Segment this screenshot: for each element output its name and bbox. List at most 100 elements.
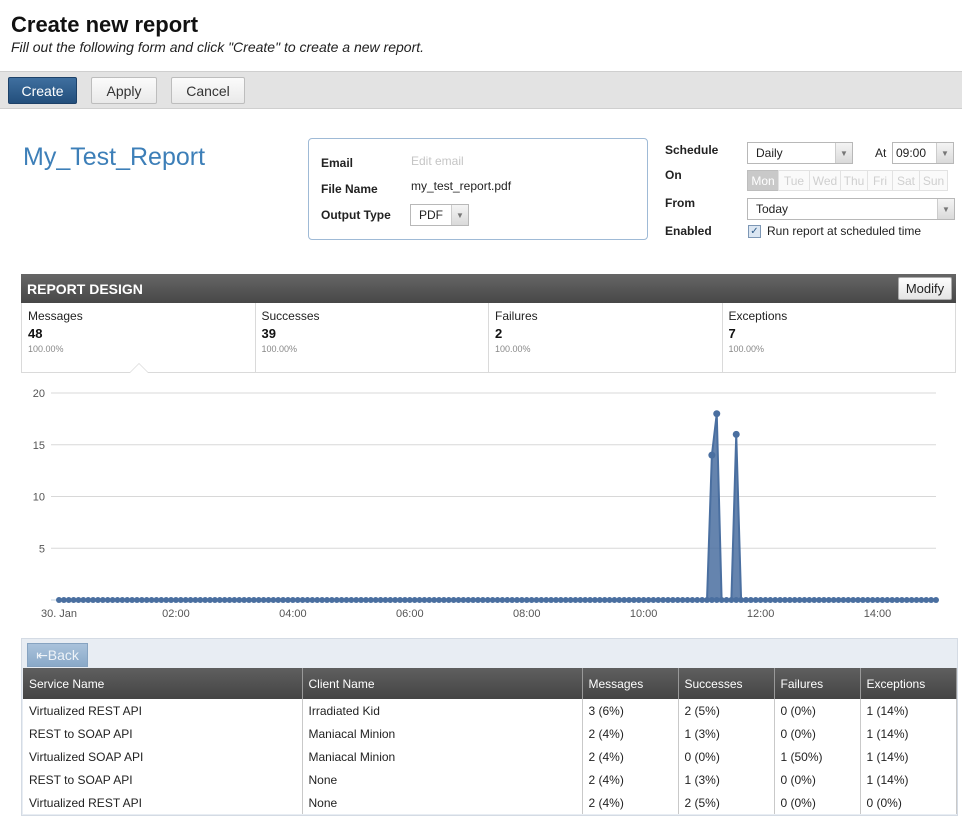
- data-point: [718, 597, 725, 603]
- column-header[interactable]: Client Name: [302, 668, 583, 699]
- data-point: [704, 597, 711, 603]
- data-point: [323, 597, 330, 603]
- series-line: [59, 413, 936, 601]
- column-header[interactable]: Messages: [582, 668, 679, 699]
- data-point: [94, 597, 101, 603]
- apply-button[interactable]: Apply: [91, 77, 157, 104]
- cancel-button[interactable]: Cancel: [171, 77, 245, 104]
- stat-messages[interactable]: Messages 48 100.00%: [22, 303, 256, 373]
- back-button[interactable]: ⇤ Back: [27, 643, 88, 667]
- data-point: [85, 597, 92, 603]
- data-point: [304, 597, 311, 603]
- schedule-frequency-select[interactable]: Daily ▼: [747, 142, 853, 164]
- data-point: [353, 597, 360, 603]
- data-point: [450, 597, 457, 603]
- column-header[interactable]: Exceptions: [860, 668, 957, 699]
- column-header[interactable]: Service Name: [23, 668, 303, 699]
- schedule-frequency-value: Daily: [756, 146, 783, 160]
- file-name-field[interactable]: my_test_report.pdf: [411, 179, 512, 193]
- table-row[interactable]: Virtualized SOAP API Maniacal Minion 2 (4%…: [23, 745, 957, 768]
- data-point: [440, 597, 447, 603]
- day-mon[interactable]: Mon: [747, 170, 779, 191]
- data-point: [445, 597, 452, 603]
- table-row[interactable]: REST to SOAP API Maniacal Minion 2 (4%) 1 (…: [23, 722, 957, 745]
- y-tick-label: 15: [33, 440, 45, 452]
- email-field[interactable]: Edit email: [411, 154, 464, 168]
- data-point: [772, 597, 779, 603]
- toolbar: Create Apply Cancel: [0, 71, 962, 109]
- data-point: [543, 597, 550, 603]
- table-cell: Virtualized REST API: [23, 699, 303, 722]
- day-sat[interactable]: Sat: [892, 170, 920, 191]
- data-point: [898, 597, 905, 603]
- data-point: [869, 597, 876, 603]
- data-point: [192, 597, 199, 603]
- day-thu[interactable]: Thu: [840, 170, 868, 191]
- output-type-label: Output Type: [321, 208, 391, 222]
- x-tick-label: 30. Jan: [41, 608, 77, 620]
- data-point: [382, 597, 389, 603]
- column-header[interactable]: Failures: [774, 668, 861, 699]
- data-point: [177, 597, 184, 603]
- stat-value: 7: [728, 326, 736, 341]
- data-point: [348, 597, 355, 603]
- back-arrow-icon: ⇤: [36, 646, 48, 663]
- stat-successes[interactable]: Successes 39 100.00%: [256, 303, 489, 372]
- stats-row: Messages 48 100.00% Successes 39 100.00%…: [21, 303, 956, 373]
- table-row[interactable]: Virtualized REST API Irradiated Kid 3 (6%)…: [23, 699, 957, 722]
- output-type-select[interactable]: PDF ▼: [410, 204, 469, 226]
- email-label: Email: [321, 156, 354, 170]
- table-cell: REST to SOAP API: [23, 722, 303, 745]
- data-point: [587, 597, 594, 603]
- stat-failures[interactable]: Failures 2 100.00%: [489, 303, 723, 372]
- from-select[interactable]: Today ▼: [747, 198, 955, 220]
- day-wed[interactable]: Wed: [809, 170, 841, 191]
- modify-button[interactable]: Modify: [898, 277, 952, 300]
- data-point: [845, 597, 852, 603]
- x-tick-label: 02:00: [162, 608, 190, 620]
- stat-percent: 100.00%: [495, 344, 531, 354]
- table-cell: Virtualized REST API: [23, 791, 303, 814]
- data-point: [133, 597, 140, 603]
- data-point: [494, 597, 501, 603]
- data-point: [723, 597, 730, 603]
- data-point: [699, 597, 706, 603]
- data-point: [421, 597, 428, 603]
- data-point: [484, 597, 491, 603]
- data-point: [392, 597, 399, 603]
- table-cell: 2 (4%): [582, 745, 679, 768]
- data-point: [655, 597, 662, 603]
- table-cell: 1 (3%): [678, 722, 775, 745]
- chevron-down-icon: ▼: [936, 143, 953, 163]
- table-cell: 2 (4%): [582, 791, 679, 814]
- table-row[interactable]: Virtualized REST API None 2 (4%) 2 (5%) 0 (0…: [23, 791, 957, 814]
- report-table-panel: ⇤ Back Service Name Client Name Messages…: [21, 638, 958, 816]
- report-name[interactable]: My_Test_Report: [23, 143, 206, 171]
- time-select[interactable]: 09:00 ▼: [892, 142, 954, 164]
- data-point: [708, 597, 715, 603]
- data-point: [221, 597, 228, 603]
- data-point: [207, 597, 214, 603]
- data-point: [289, 597, 296, 603]
- data-point: [470, 597, 477, 603]
- day-sun[interactable]: Sun: [919, 170, 948, 191]
- page-subtitle: Fill out the following form and click "C…: [11, 39, 425, 55]
- enabled-checkbox[interactable]: ✓: [748, 225, 761, 238]
- day-tue[interactable]: Tue: [778, 170, 810, 191]
- data-point: [56, 597, 62, 603]
- data-point: [143, 597, 150, 603]
- table-row[interactable]: REST to SOAP API None 2 (4%) 1 (3%) 0 (0%) 1 …: [23, 768, 957, 791]
- day-fri[interactable]: Fri: [867, 170, 893, 191]
- data-point: [689, 597, 696, 603]
- table-cell: 3 (6%): [582, 699, 679, 722]
- data-point: [621, 597, 628, 603]
- data-point: [99, 597, 106, 603]
- chevron-down-icon: ▼: [451, 205, 468, 225]
- stat-exceptions[interactable]: Exceptions 7 100.00%: [723, 303, 956, 372]
- create-button[interactable]: Create: [8, 77, 77, 104]
- data-point: [109, 597, 116, 603]
- data-point: [455, 597, 462, 603]
- data-point: [197, 597, 204, 603]
- column-header[interactable]: Successes: [678, 668, 775, 699]
- data-point: [489, 597, 496, 603]
